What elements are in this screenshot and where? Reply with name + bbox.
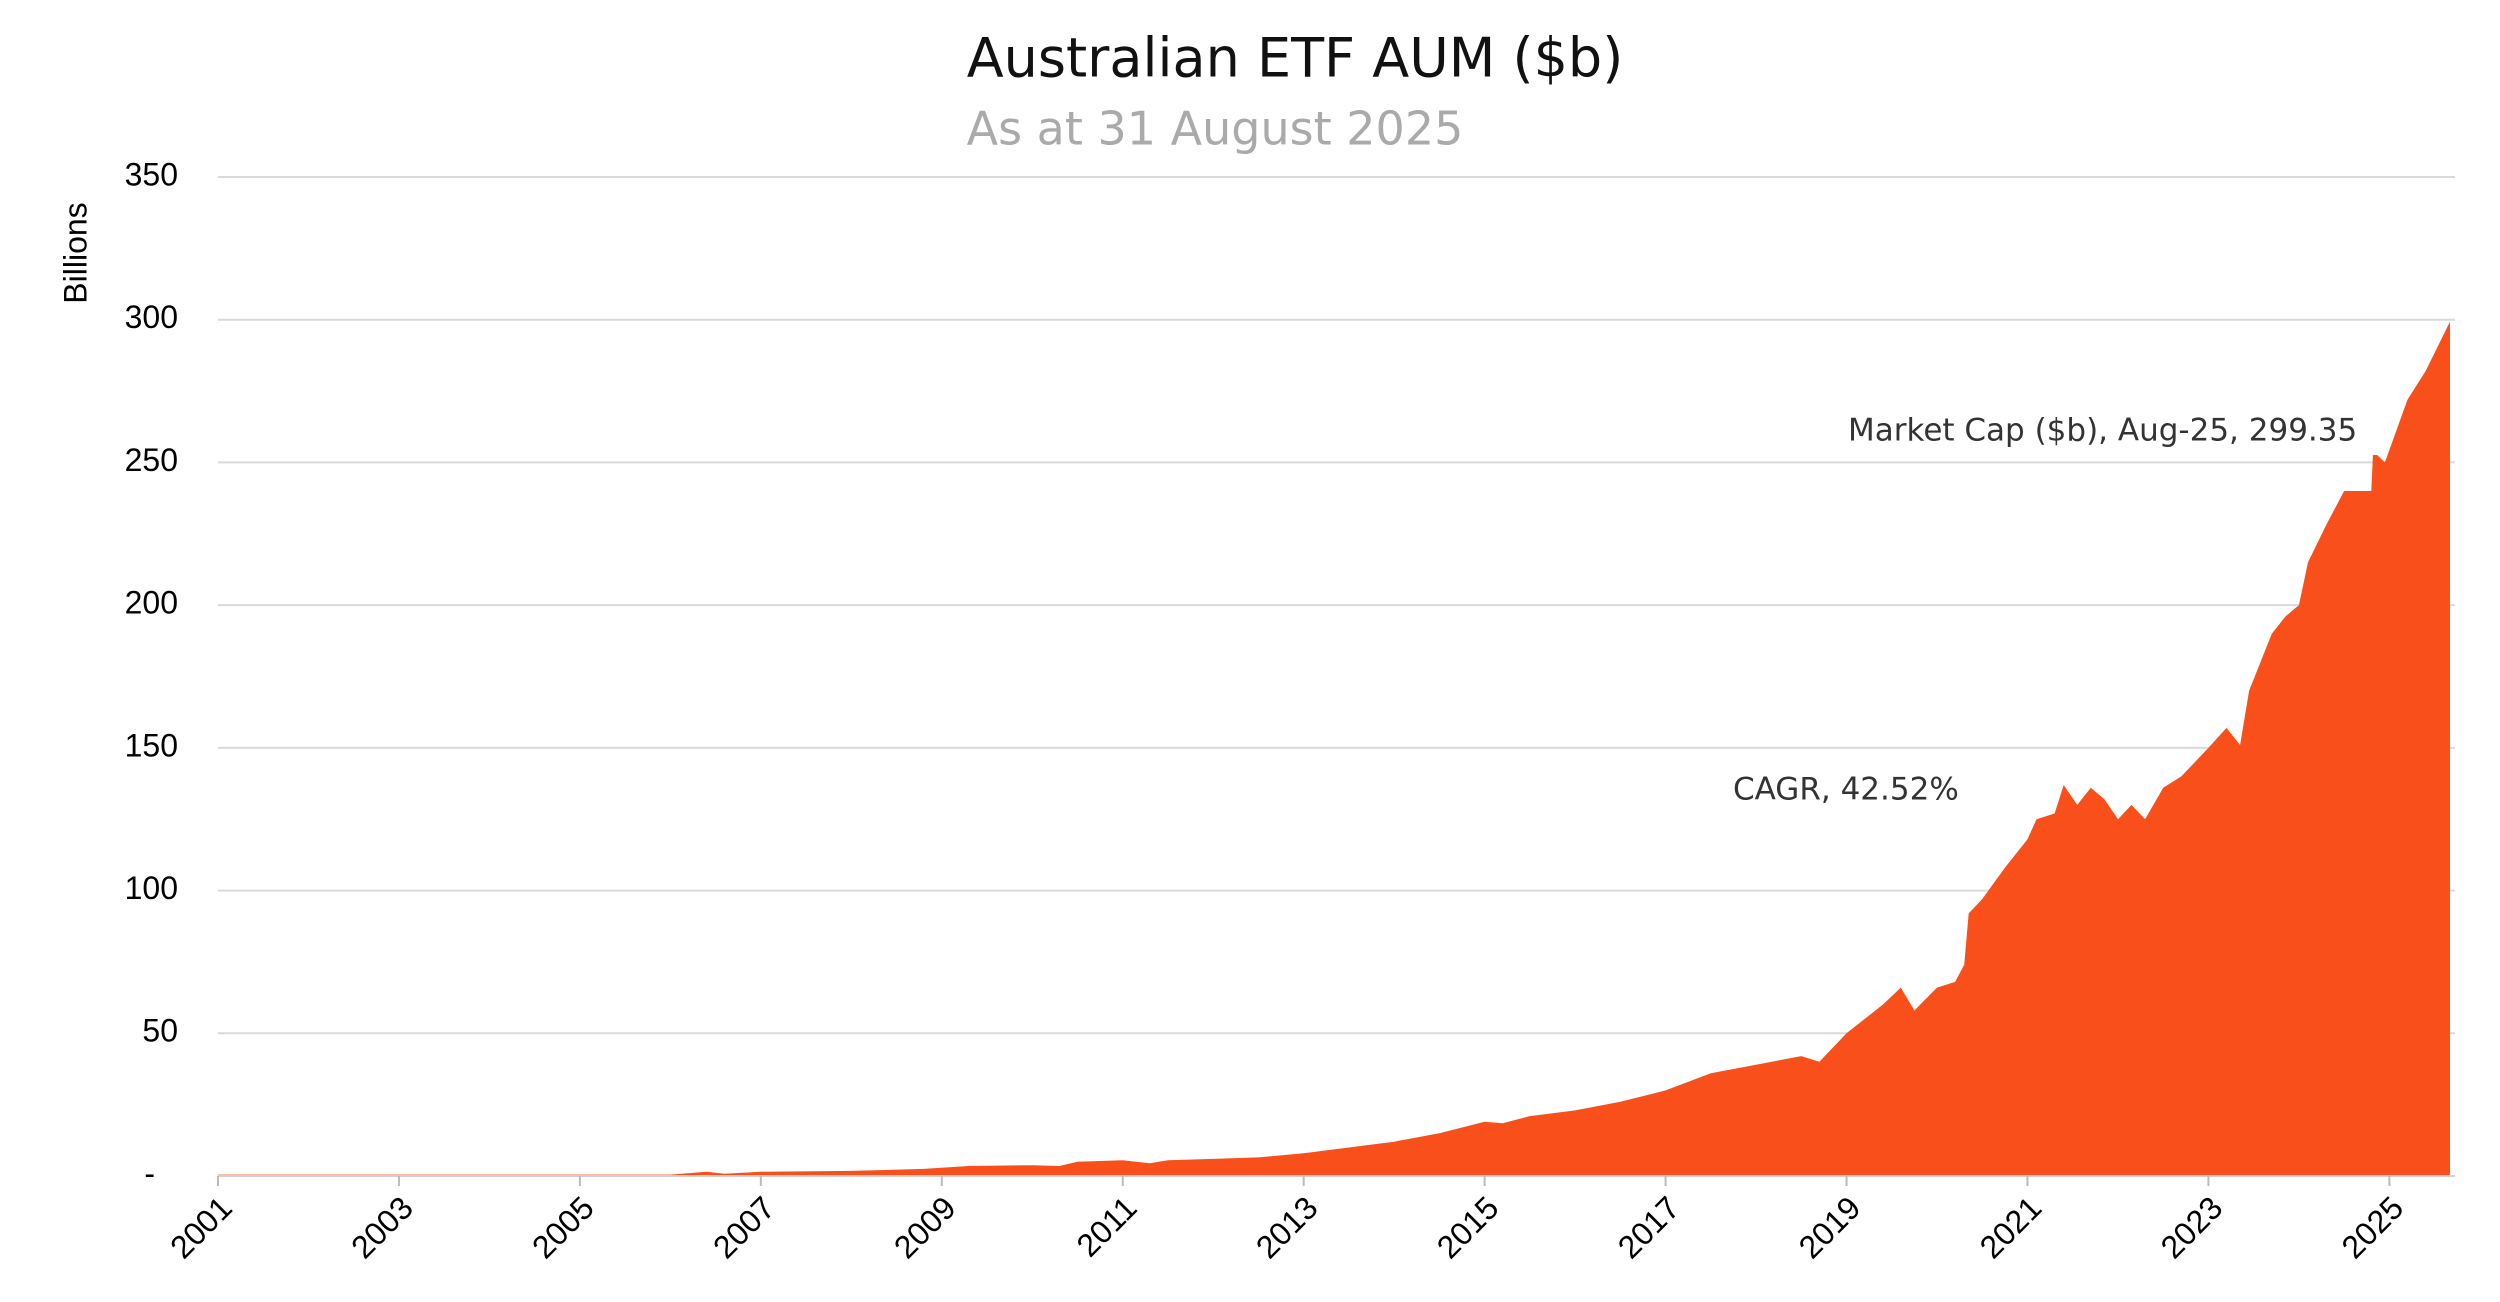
x-tick-label: 2001 [163, 1189, 239, 1265]
x-tick-label: 2003 [344, 1189, 420, 1265]
y-tick-label: 100 [125, 870, 178, 906]
chart-subtitle: As at 31 August 2025 [967, 102, 1464, 156]
x-tick-label: 2011 [1070, 1189, 1144, 1263]
x-tick-label: 2025 [2335, 1189, 2411, 1265]
x-tick-label: 2015 [1430, 1189, 1506, 1265]
y-tick-label: 200 [125, 585, 178, 621]
y-tick-label: 300 [125, 299, 178, 335]
x-tick-label: 2007 [706, 1189, 782, 1265]
annotation: CAGR, 42.52% [1733, 772, 1959, 808]
x-tick-label: 2009 [887, 1189, 963, 1265]
x-tick-label: 2019 [1792, 1189, 1868, 1265]
x-tick-label: 2005 [525, 1189, 601, 1265]
chart-title: Australian ETF AUM ($b) [967, 27, 1624, 90]
y-tick-label: 150 [125, 727, 178, 763]
y-tick-label: 250 [125, 442, 178, 478]
x-tick-label: 2017 [1611, 1189, 1687, 1265]
x-tick-label: 2021 [1973, 1189, 2049, 1265]
y-tick-label: 50 [142, 1013, 178, 1049]
y-tick-label: - [144, 1155, 155, 1191]
annotation-background [1822, 405, 2382, 455]
y-axis-label: Billions [57, 202, 93, 303]
x-tick-label: 2023 [2154, 1189, 2230, 1265]
annotation: Market Cap ($b), Aug-25, 299.35 [1848, 413, 2357, 449]
y-tick-label: 350 [125, 156, 178, 192]
area [218, 321, 2450, 1177]
x-tick-label: 2013 [1249, 1189, 1325, 1265]
